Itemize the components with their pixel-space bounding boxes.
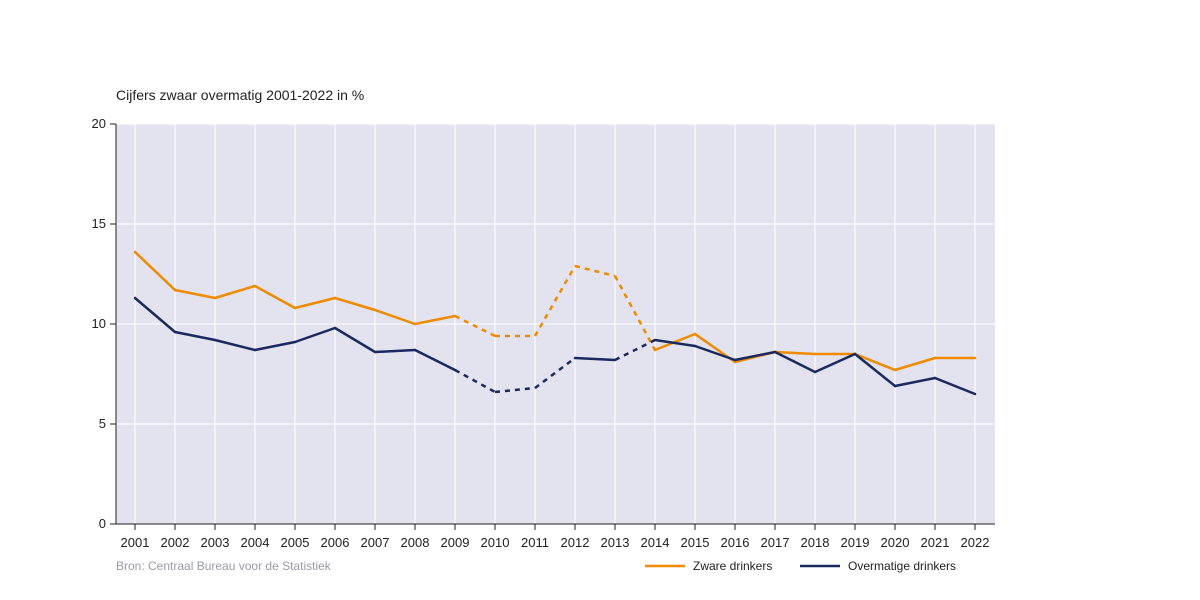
series-segment <box>454 314 496 338</box>
series-segment <box>253 284 297 310</box>
series-segment <box>733 350 777 362</box>
series-segment <box>494 386 536 394</box>
x-tick-label: 2021 <box>921 535 950 550</box>
series-segment <box>533 265 577 337</box>
y-axis-ticks: 0 5 10 15 20 <box>92 116 116 531</box>
series-segment <box>773 350 817 356</box>
series-segment <box>253 340 297 352</box>
series-segment <box>173 288 217 300</box>
x-tick-label: 2007 <box>361 535 390 550</box>
series-segment <box>574 264 616 278</box>
legend-label: Zware drinkers <box>693 559 772 573</box>
series-segment <box>413 348 457 372</box>
x-tick-label: 2011 <box>521 535 549 550</box>
grid-horizontal <box>116 123 995 425</box>
series-segment <box>333 296 377 312</box>
series-segment <box>454 368 496 394</box>
series-segment <box>213 284 257 300</box>
x-tick-label: 2015 <box>681 535 710 550</box>
legend: Zware drinkers Overmatige drinkers <box>645 559 956 573</box>
x-tick-label: 2004 <box>241 535 270 550</box>
series-segment <box>893 376 937 388</box>
x-tick-label: 2014 <box>641 535 670 550</box>
legend-label: Overmatige drinkers <box>848 559 956 573</box>
series-segment <box>773 350 817 374</box>
series-segment <box>813 352 857 374</box>
chart-title: Cijfers zwaar overmatig 2001-2022 in % <box>116 87 365 103</box>
series-segment <box>853 352 897 372</box>
series-segment <box>133 250 177 292</box>
series-segment <box>333 326 377 354</box>
y-tick-label: 0 <box>99 516 106 531</box>
x-tick-label: 2005 <box>281 535 310 550</box>
series-segment <box>293 296 337 310</box>
series-segment <box>573 356 617 362</box>
x-tick-label: 2020 <box>881 535 910 550</box>
x-tick-label: 2001 <box>121 535 150 550</box>
series-segment <box>133 296 177 334</box>
x-tick-label: 2018 <box>801 535 830 550</box>
x-tick-label: 2019 <box>841 535 870 550</box>
series-zware-drinkers <box>133 250 977 372</box>
x-tick-label: 2022 <box>961 535 990 550</box>
x-tick-label: 2006 <box>321 535 350 550</box>
series-segment <box>213 338 257 352</box>
series-segment <box>413 314 457 326</box>
series-layer <box>133 250 977 396</box>
x-tick-label: 2017 <box>761 535 790 550</box>
x-tick-label: 2003 <box>201 535 230 550</box>
series-segment <box>293 326 337 344</box>
series-segment <box>614 338 656 362</box>
x-tick-label: 2010 <box>481 535 510 550</box>
x-tick-label: 2016 <box>721 535 750 550</box>
series-segment <box>613 275 657 351</box>
series-segment <box>373 308 417 326</box>
y-tick-label: 5 <box>99 416 106 431</box>
series-segment <box>853 352 897 388</box>
source-note: Bron: Centraal Bureau voor de Statistiek <box>116 559 331 573</box>
series-segment <box>534 357 576 389</box>
x-tick-label: 2002 <box>161 535 190 550</box>
series-segment <box>893 356 937 372</box>
series-segment <box>653 338 697 348</box>
y-tick-label: 20 <box>92 116 106 131</box>
series-segment <box>173 330 217 342</box>
x-tick-label: 2012 <box>561 535 590 550</box>
x-axis-ticks: 2001 2002 2003 2004 2005 2006 2007 2008 2009 2010… <box>121 524 990 550</box>
series-overmatige-drinkers <box>133 296 977 396</box>
y-tick-label: 15 <box>92 216 106 231</box>
x-tick-label: 2009 <box>441 535 470 550</box>
x-tick-label: 2008 <box>401 535 430 550</box>
y-tick-label: 10 <box>92 316 106 331</box>
series-segment <box>933 376 977 396</box>
x-tick-label: 2013 <box>601 535 630 550</box>
series-segment <box>693 344 737 362</box>
series-segment <box>373 348 417 354</box>
